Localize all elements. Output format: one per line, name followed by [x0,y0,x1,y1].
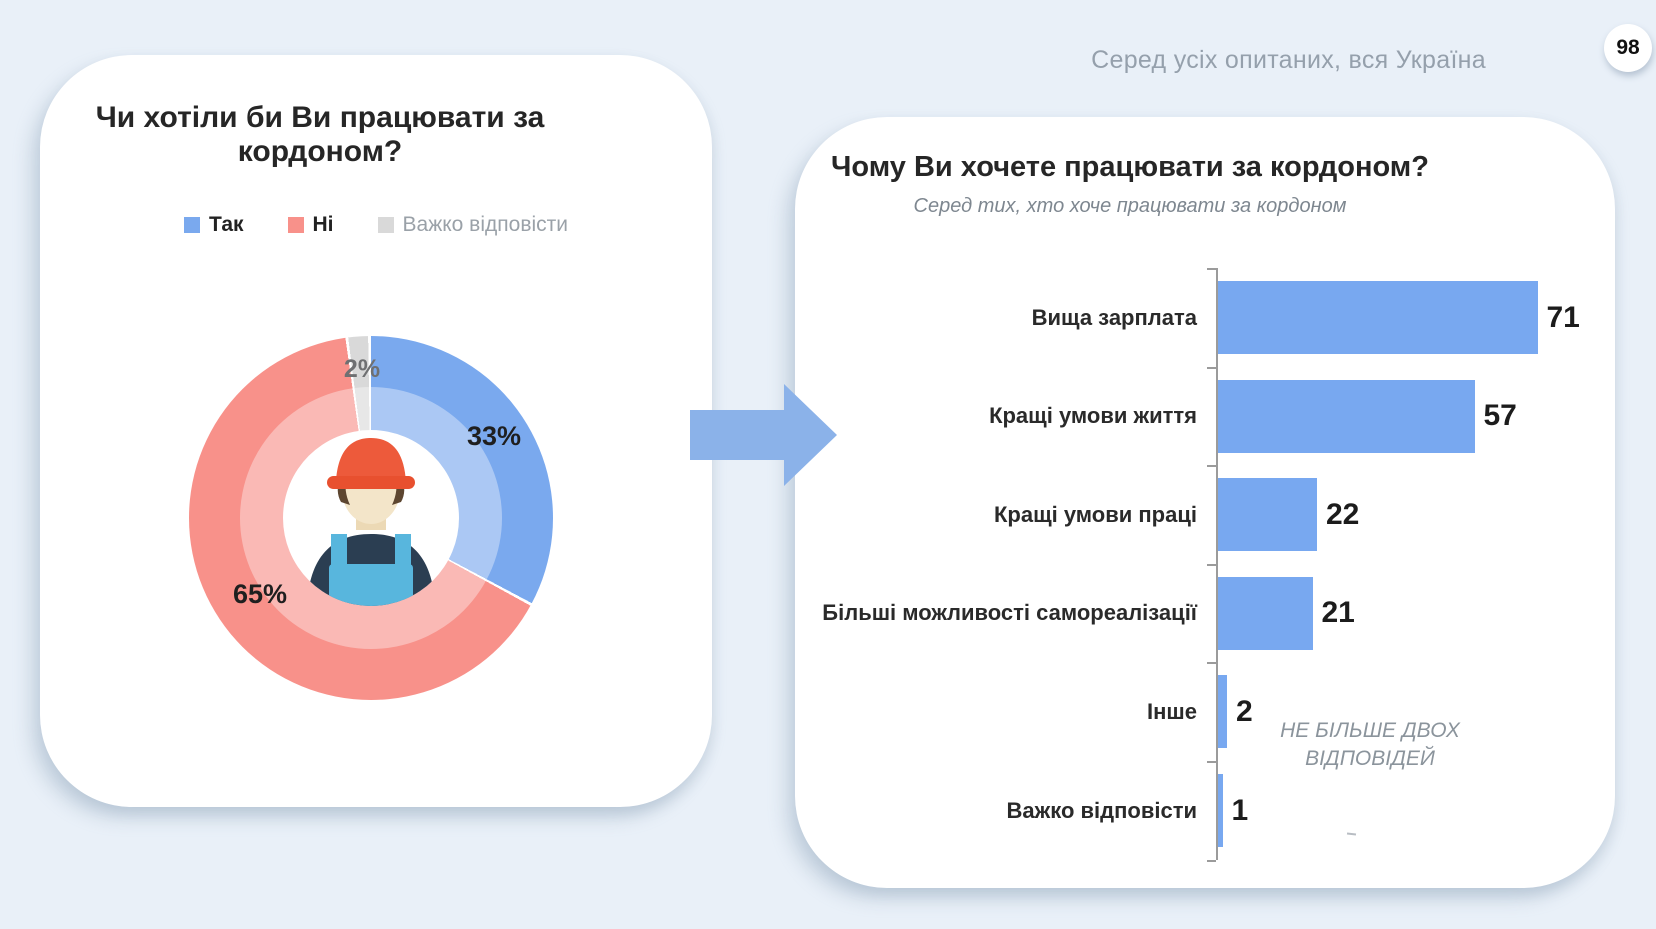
bar-row: Вища зарплата 71 [795,268,1615,367]
axis-tick [1207,859,1216,862]
bar-category-label: Кращі умови праці [993,501,1197,527]
bar-chart: Вища зарплата 71 Кращі умови життя 57 Кращі … [795,268,1615,862]
axis-tick [1207,268,1216,270]
axis-tick [1207,563,1216,566]
page-number-badge: 98 [1604,24,1652,72]
bar-value-label: 2 [1236,694,1253,728]
legend-label: Так [209,213,244,236]
bar-row: Кращі умови життя 57 [795,367,1615,466]
legend-swatch [184,217,201,233]
bar-chart-card: Чому Ви хочете працювати за кордоном? Се… [795,117,1615,888]
donut-value-label: 2% [343,355,381,383]
donut-value-label: 65% [232,579,288,609]
context-caption: Серед усіх опитаних, вся Україна [1091,46,1486,74]
donut-chart [189,336,553,700]
bar [1218,478,1317,552]
bar-category-label: Більші можливості самореалізації [822,600,1197,626]
legend: Так Ні Важко відповісти [40,213,712,237]
arrow-right-icon [688,381,840,489]
bar [1218,675,1227,749]
bar-value-label: 22 [1326,497,1360,531]
legend-item: Так [184,213,244,237]
bar-category-label: Інше [1147,698,1197,724]
bar-value-label: 57 [1483,399,1517,433]
bar [1218,576,1313,650]
worker-icon [283,430,459,606]
donut-chart-card: Чи хотіли би Ви працювати за кордоном? Т… [40,55,712,807]
bar-category-label: Вища зарплата [1031,304,1197,330]
donut-value-label: 33% [466,421,522,451]
legend-label: Важко відповісти [402,213,568,236]
axis-tick [1207,662,1216,665]
bar-chart-subtitle: Серед тих, хто хоче працювати за кордоно… [913,195,1347,217]
legend-swatch [287,217,304,233]
legend-swatch [377,217,394,233]
axis-tick [1207,465,1216,468]
donut-chart-title: Чи хотіли би Ви працювати за кордоном? [95,101,545,168]
bar-value-label: 21 [1321,596,1355,630]
y-axis-line [1216,268,1218,860]
axis-tick [1207,366,1216,369]
bar-row: Кращі умови праці 22 [795,465,1615,564]
legend-label: Ні [312,213,334,236]
bar-row: Інше 2 [795,662,1615,761]
bar-row: Важко відповісти 1 [795,761,1615,860]
bar-value-label: 71 [1546,300,1580,334]
bar [1218,281,1538,354]
bar-chart-title: Чому Ви хочете працювати за кордоном? [831,151,1429,183]
bar-row: Більші можливості самореалізації 21 [795,564,1615,663]
axis-tick [1207,761,1216,763]
bar [1218,774,1223,847]
bar-category-label: Важко відповісти [1006,797,1198,823]
bar [1218,379,1475,453]
legend-item: Ні [287,213,334,237]
bar-value-label: 1 [1231,793,1249,827]
chart-note: НЕ БІЛЬШЕ ДВОХ ВІДПОВІДЕЙ [1280,719,1460,771]
legend-item: Важко відповісти [377,213,568,237]
bar-category-label: Кращі умови життя [989,403,1197,429]
